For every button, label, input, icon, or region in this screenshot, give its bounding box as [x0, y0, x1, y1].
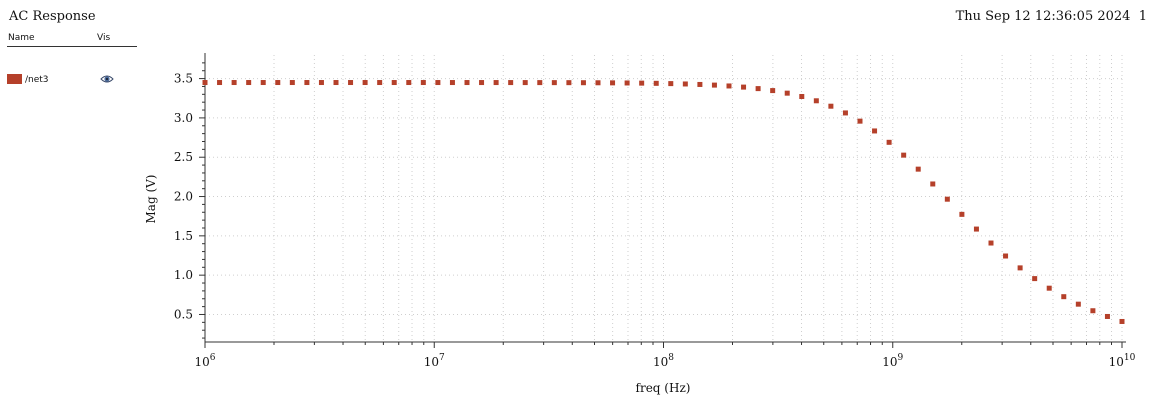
trace-point: [755, 86, 761, 92]
y-tick-label: 3.5: [174, 72, 193, 86]
timestamp: Thu Sep 12 12:36:05 2024: [955, 9, 1131, 24]
trace-point: [784, 90, 790, 96]
trace-point: [930, 181, 936, 187]
trace-point: [580, 80, 586, 86]
trace-point: [1061, 294, 1067, 300]
x-tick-label: 107: [424, 353, 445, 369]
x-tick-label: 108: [653, 353, 674, 369]
trace-point: [828, 103, 834, 109]
trace-point: [610, 80, 616, 86]
y-tick-label: 3.0: [174, 111, 193, 125]
trace-point: [362, 80, 368, 86]
x-tick-label: 106: [194, 353, 215, 369]
y-tick-label: 0.5: [174, 307, 193, 321]
x-tick-label: 1010: [1109, 353, 1136, 369]
trace-point: [217, 80, 223, 86]
trace-point: [522, 80, 528, 86]
trace-point: [595, 80, 601, 86]
trace-point: [449, 80, 455, 86]
trace-point: [973, 226, 979, 232]
trace-point: [1003, 253, 1009, 259]
y-axis-label: Mag (V): [144, 175, 158, 224]
trace-point: [537, 80, 543, 86]
trace-point: [886, 139, 892, 145]
trace-point: [653, 80, 659, 86]
trace-point: [959, 211, 965, 217]
x-tick-label: 109: [882, 353, 903, 369]
trace-point: [813, 98, 819, 104]
trace-point: [318, 80, 324, 86]
trace-point: [202, 80, 208, 86]
trace-point: [901, 152, 907, 158]
y-tick-label: 1.5: [174, 229, 193, 243]
trace-point: [464, 80, 470, 86]
trace-point: [1032, 276, 1038, 282]
trace-point: [915, 166, 921, 172]
trace-point: [639, 80, 645, 86]
window-title: AC Response: [9, 9, 96, 24]
trace-point: [697, 81, 703, 87]
trace-point: [289, 80, 295, 86]
subwindow-number: 1: [1138, 9, 1147, 24]
trace-point: [872, 128, 878, 134]
trace-point: [799, 94, 805, 100]
trace-point: [1104, 313, 1110, 319]
trace-point: [944, 196, 950, 202]
trace-point: [377, 80, 383, 86]
legend-vis-header: Vis: [97, 33, 111, 43]
x-axis-label: freq (Hz): [636, 381, 691, 395]
legend-header: Name Vis: [7, 33, 137, 47]
trace-point: [842, 110, 848, 116]
legend-name-header: Name: [8, 33, 35, 43]
trace-point: [348, 80, 354, 86]
trace-point: [988, 240, 994, 246]
trace-point: [304, 80, 310, 86]
trace-point: [231, 80, 237, 86]
trace-point: [333, 80, 339, 86]
trace-point: [508, 80, 514, 86]
trace-point: [624, 80, 630, 86]
trace-point: [770, 88, 776, 94]
timestamp-header: Thu Sep 12 12:36:05 2024 1: [956, 9, 1147, 24]
legend-item-label: /net3: [25, 75, 49, 85]
trace-point: [566, 80, 572, 86]
trace-point: [275, 80, 281, 86]
trace-point: [682, 81, 688, 87]
trace-point: [1075, 301, 1081, 307]
legend-item[interactable]: /net3: [7, 73, 137, 87]
trace-point: [1046, 285, 1052, 291]
axes: [204, 53, 1126, 343]
trace-point: [420, 80, 426, 86]
grid: [204, 55, 1123, 342]
trace-point: [551, 80, 557, 86]
trace-point: [668, 81, 674, 87]
trace-point: [435, 80, 441, 86]
trace-point: [1017, 265, 1023, 271]
trace-point: [406, 80, 412, 86]
x-ticks: 106 107 108 109 1010: [194, 342, 1136, 369]
trace-color-swatch: [7, 74, 22, 84]
trace-point: [1090, 308, 1096, 314]
y-tick-label: 2.5: [174, 150, 193, 164]
trace-point: [726, 83, 732, 89]
y-tick-label: 1.0: [174, 268, 193, 282]
trace-point: [260, 80, 266, 86]
trace-point: [857, 118, 863, 124]
trace-point: [391, 80, 397, 86]
trace-point: [493, 80, 499, 86]
trace-point: [711, 82, 717, 88]
y-ticks: 0.5 1.0 1.5 2.0 2.5 3.0 3.5: [174, 62, 205, 339]
trace-point: [741, 84, 747, 90]
trace-point: [246, 80, 252, 86]
trace-net3[interactable]: [202, 80, 1125, 324]
trace-point: [479, 80, 485, 86]
y-tick-label: 2.0: [174, 190, 193, 204]
trace-point: [1119, 318, 1125, 324]
eye-icon[interactable]: [100, 74, 114, 84]
